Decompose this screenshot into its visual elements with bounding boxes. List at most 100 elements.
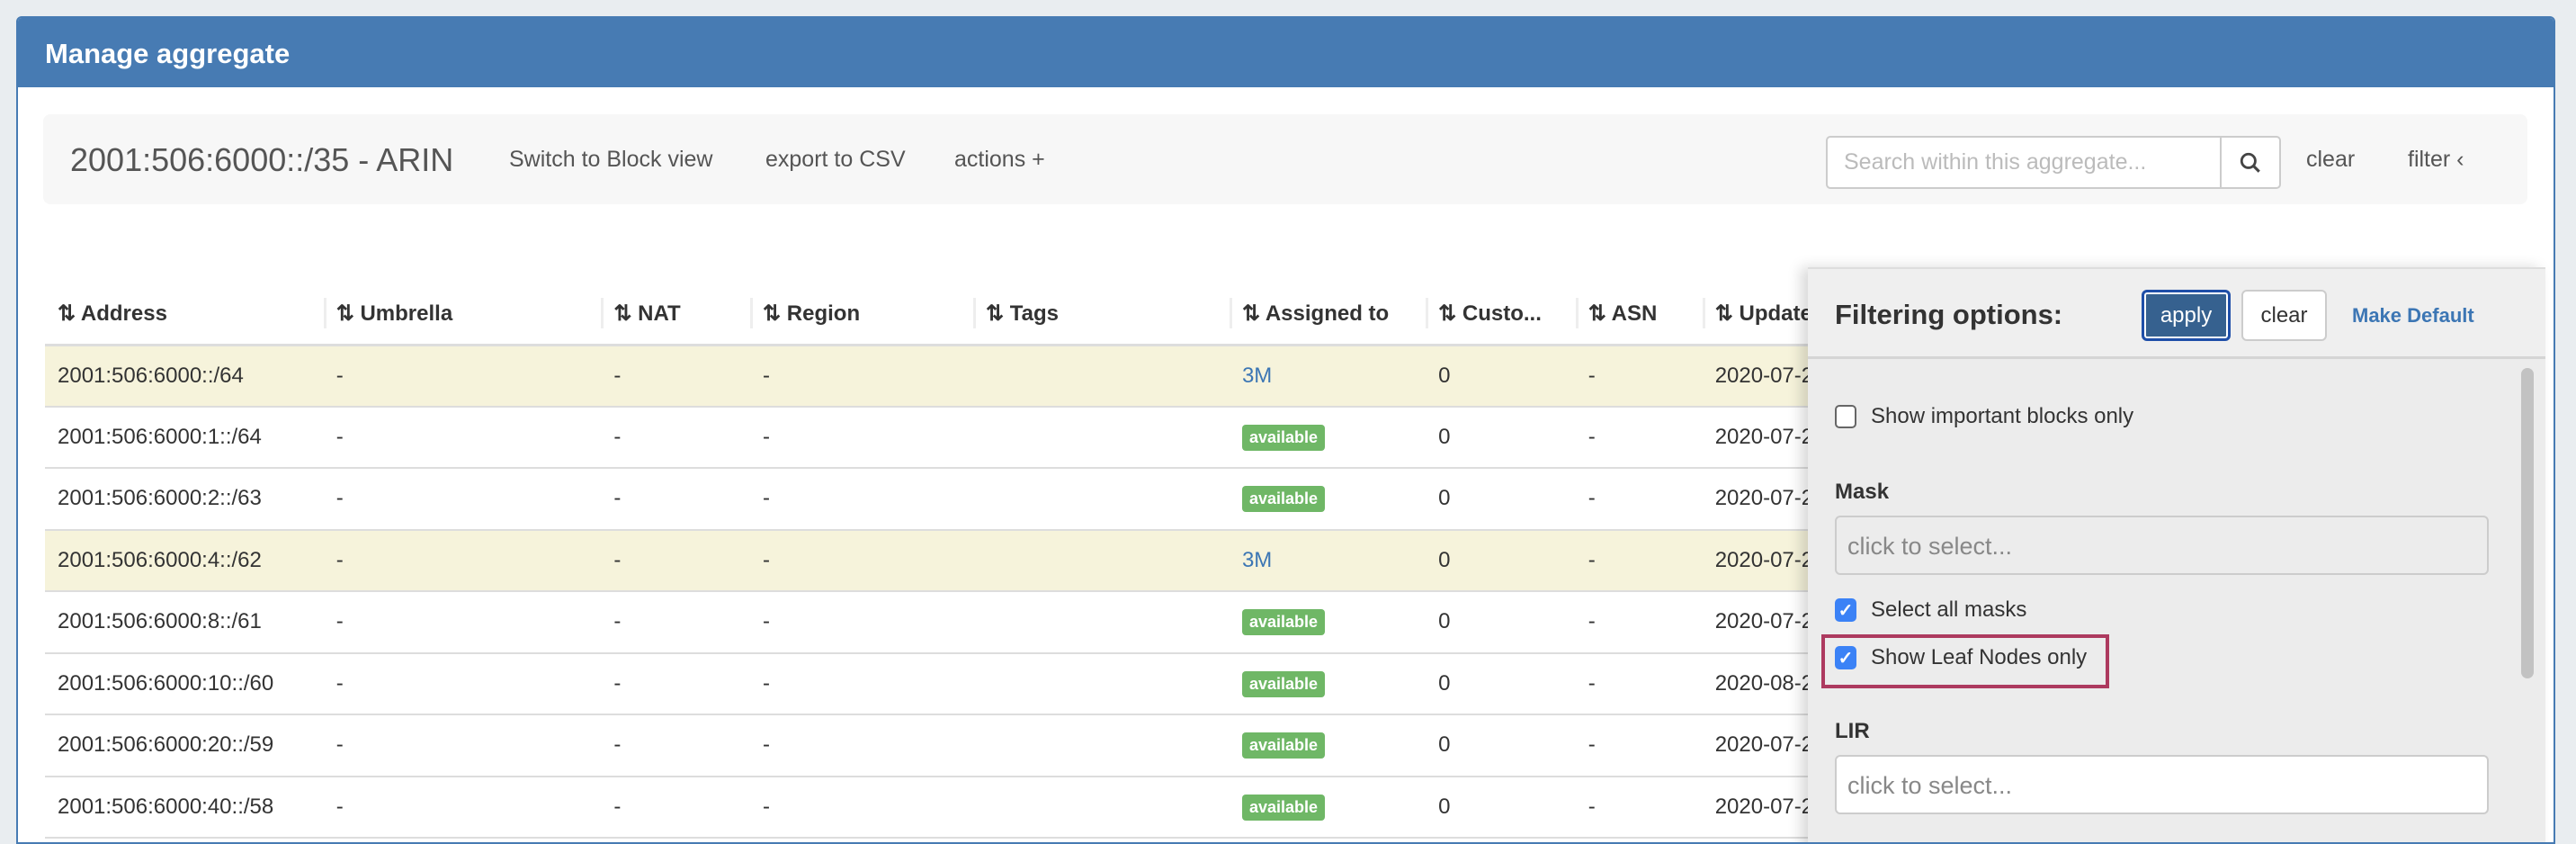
cell-umbrella: - xyxy=(323,776,602,839)
cell-nat: - xyxy=(601,776,750,839)
status-badge: available xyxy=(1241,486,1326,513)
export-csv-link[interactable]: export to CSV xyxy=(765,147,906,172)
sort-icon: ⇅ xyxy=(1241,301,1261,326)
column-header-tags[interactable]: ⇅ Tags xyxy=(972,283,1230,346)
switch-block-view-link[interactable]: Switch to Block view xyxy=(509,147,713,172)
checkbox-checked-icon[interactable]: ✓ xyxy=(1835,598,1856,622)
cell-nat: - xyxy=(601,406,750,469)
column-header-assigned[interactable]: ⇅ Assigned to xyxy=(1229,283,1427,346)
cell-asn: - xyxy=(1575,776,1703,839)
clear-search-link[interactable]: clear xyxy=(2306,147,2356,172)
column-header-region[interactable]: ⇅ Region xyxy=(750,283,973,346)
cell-tags xyxy=(972,776,1230,839)
table-row[interactable]: 2001:506:6000:8::/61- - - available 0-2020-0… xyxy=(45,591,1934,654)
table-row[interactable]: 2001:506:6000:20::/59- - - available 0-2020-… xyxy=(45,714,1934,777)
table-row[interactable]: 2001:506:6000:2::/63- - - available 0-2020-0… xyxy=(45,468,1934,531)
status-badge: available xyxy=(1241,670,1326,697)
column-resize-handle[interactable] xyxy=(972,298,976,328)
select-all-masks-checkbox[interactable]: ✓ Select all masks xyxy=(1835,597,2026,623)
cell-region: - xyxy=(750,591,973,654)
column-header-umbrella[interactable]: ⇅ Umbrella xyxy=(323,283,602,346)
lir-select[interactable]: click to select... xyxy=(1835,755,2489,814)
cell-assigned: available xyxy=(1229,652,1427,715)
cell-assigned: available xyxy=(1229,468,1427,531)
column-header-address[interactable]: ⇅ Address xyxy=(45,283,324,346)
make-default-link[interactable]: Make Default xyxy=(2352,304,2474,327)
cell-assigned: available xyxy=(1229,406,1427,469)
cell-asn: - xyxy=(1575,468,1703,531)
cell-asn: - xyxy=(1575,345,1703,408)
clear-filter-button[interactable]: clear xyxy=(2241,290,2327,341)
cell-region: - xyxy=(750,345,973,408)
checkbox-label: Show important blocks only xyxy=(1871,404,2134,428)
column-header-nat[interactable]: ⇅ NAT xyxy=(601,283,750,346)
table-row[interactable]: 2001:506:6000:40::/58- - - available 0-2020-… xyxy=(45,776,1934,839)
filter-title: Filtering options: xyxy=(1835,299,2063,330)
sort-icon: ⇅ xyxy=(1588,301,1606,326)
column-label: Region xyxy=(786,301,861,326)
status-badge: available xyxy=(1241,794,1326,821)
column-label: Assigned to xyxy=(1265,301,1390,326)
column-resize-handle[interactable] xyxy=(1702,298,1705,328)
annotation-highlight-box xyxy=(1821,634,2109,688)
assigned-link[interactable]: 3M xyxy=(1241,363,1273,388)
cell-asn: - xyxy=(1575,591,1703,654)
cell-umbrella: - xyxy=(323,529,602,592)
apply-button[interactable]: apply xyxy=(2142,290,2231,341)
filter-panel: Filtering options: apply clear Make Defa… xyxy=(1808,267,2545,842)
cell-asn: - xyxy=(1575,406,1703,469)
checkbox-unchecked-icon[interactable] xyxy=(1835,405,1856,428)
cell-umbrella: - xyxy=(323,714,602,777)
cell-tags xyxy=(972,591,1230,654)
table-row[interactable]: 2001:506:6000:1::/64- - - available 0-2020-0… xyxy=(45,406,1934,469)
mask-label: Mask xyxy=(1835,480,1890,504)
cell-address: 2001:506:6000:10::/60 xyxy=(45,652,324,715)
cell-assigned: available xyxy=(1229,776,1427,839)
cell-region: - xyxy=(750,776,973,839)
lir-label: LIR xyxy=(1835,719,1870,743)
assigned-link[interactable]: 3M xyxy=(1241,547,1273,572)
column-header-cust[interactable]: ⇅ Custo... xyxy=(1426,283,1576,346)
cell-nat: - xyxy=(601,714,750,777)
table-row[interactable]: 2001:506:6000:10::/60- - - available 0-2020-… xyxy=(45,652,1934,715)
cell-address: 2001:506:6000::/64 xyxy=(45,345,324,408)
filter-scrollbar[interactable] xyxy=(2521,368,2534,678)
column-header-asn[interactable]: ⇅ ASN xyxy=(1575,283,1703,346)
column-resize-handle[interactable] xyxy=(750,298,753,328)
actions-menu[interactable]: actions + xyxy=(954,147,1045,172)
column-resize-handle[interactable] xyxy=(1575,298,1579,328)
cell-cust: 0 xyxy=(1426,468,1576,531)
column-resize-handle[interactable] xyxy=(601,298,604,328)
cell-region: - xyxy=(750,714,973,777)
search-input[interactable] xyxy=(1826,136,2222,189)
search-button[interactable] xyxy=(2220,136,2281,189)
filter-toggle[interactable]: filter ‹ xyxy=(2408,147,2464,172)
search-icon xyxy=(2240,152,2260,173)
cell-cust: 0 xyxy=(1426,652,1576,715)
checkbox-label: Show Leaf Nodes only xyxy=(1871,645,2088,669)
cell-region: - xyxy=(750,652,973,715)
cell-asn: - xyxy=(1575,652,1703,715)
cell-tags xyxy=(972,529,1230,592)
cell-asn: - xyxy=(1575,714,1703,777)
column-resize-handle[interactable] xyxy=(323,298,326,328)
column-resize-handle[interactable] xyxy=(1426,298,1429,328)
blocks-table: ⇅ Address ⇅ Umbrella ⇅ NAT ⇅ Region ⇅ Tags ⇅ … xyxy=(45,283,1934,839)
column-label: NAT xyxy=(638,301,681,326)
checkbox-checked-icon[interactable]: ✓ xyxy=(1835,646,1856,669)
important-only-checkbox[interactable]: Show important blocks only xyxy=(1835,404,2133,429)
cell-nat: - xyxy=(601,345,750,408)
cell-assigned: available xyxy=(1229,591,1427,654)
cell-tags xyxy=(972,652,1230,715)
cell-cust: 0 xyxy=(1426,529,1576,592)
column-resize-handle[interactable] xyxy=(1229,298,1232,328)
cell-region: - xyxy=(750,406,973,469)
table-row[interactable]: 2001:506:6000::/64- - -3M 0-2020-07-28 xyxy=(45,345,1934,408)
cell-umbrella: - xyxy=(323,591,602,654)
cell-assigned: 3M xyxy=(1229,529,1427,592)
leaf-nodes-checkbox[interactable]: ✓ Show Leaf Nodes only xyxy=(1835,645,2087,670)
cell-nat: - xyxy=(601,652,750,715)
mask-select[interactable]: click to select... xyxy=(1835,516,2489,575)
table-row[interactable]: 2001:506:6000:4::/62- - -3M 0-2020-07-29 xyxy=(45,529,1934,592)
sort-icon: ⇅ xyxy=(1438,301,1457,326)
